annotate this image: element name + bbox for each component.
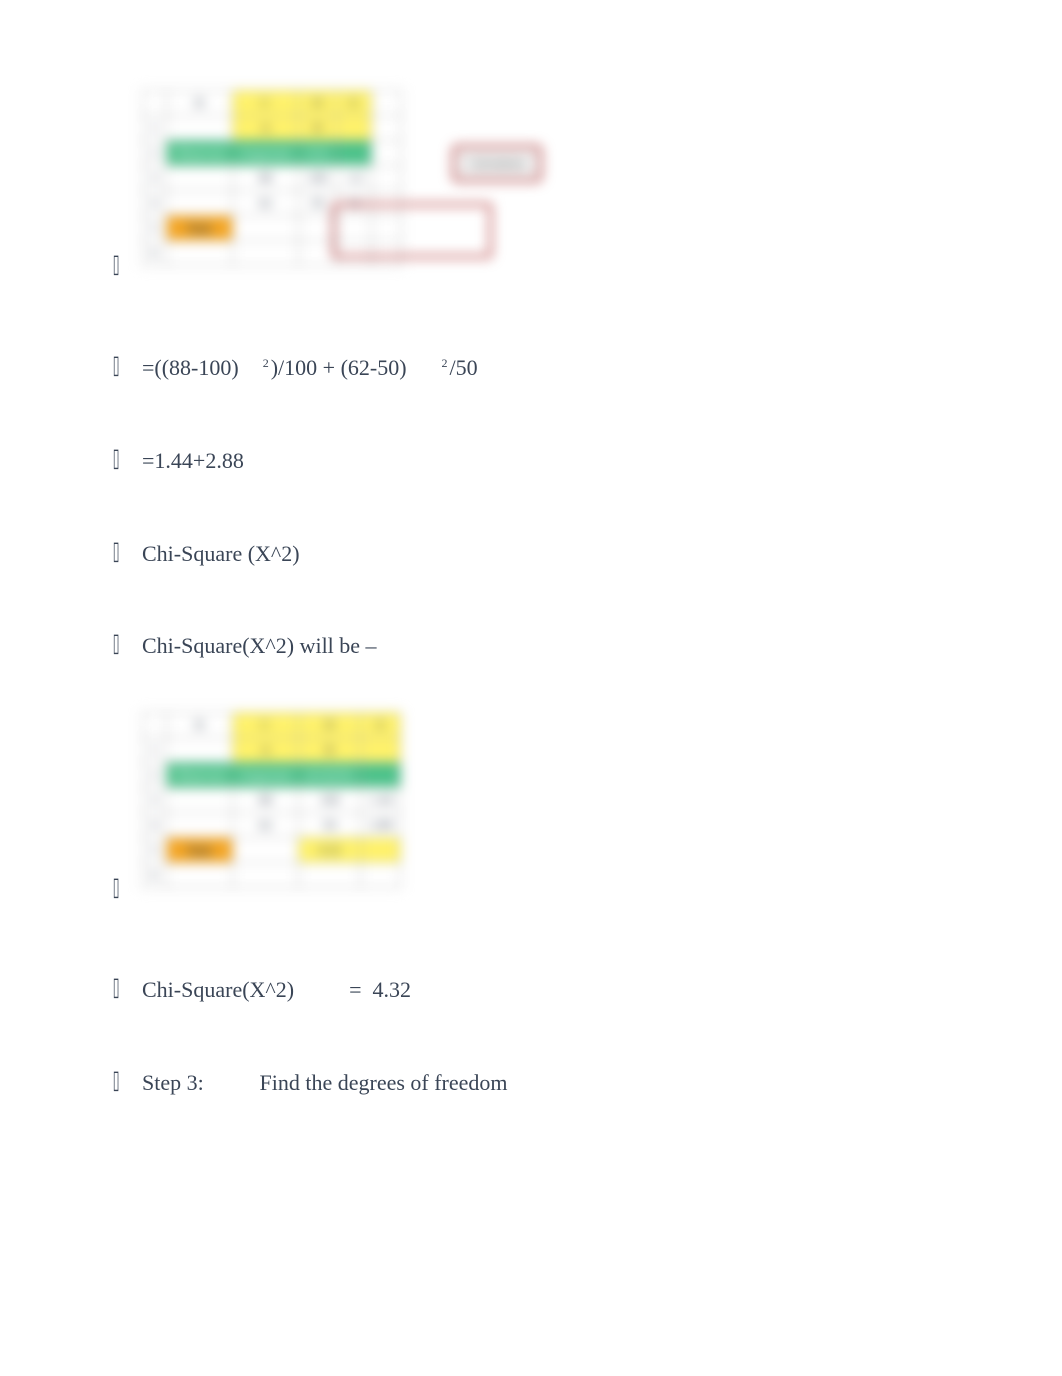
list-item-chisquare-willbe: Chi-Square(X^2) will be – [110,629,1062,662]
header-cell: D [298,91,337,116]
step-label: Step 3: [142,1068,232,1099]
bullet-icon [110,250,124,291]
highlight-box-icon [332,203,492,258]
table-2: B C D E 1 A B 2 Observed Expected [142,712,401,888]
header-cell: D [298,713,361,738]
sum-label: Sum [166,838,233,863]
header-cell: C [233,91,298,116]
cell: 88 [233,788,298,813]
text: = 4.32 [349,977,411,1002]
superscript: 2 [442,356,448,370]
list-item-chisquare-label: Chi-Square (X^2) [110,537,1062,570]
cell: 1.44 [361,788,401,813]
step-text: Step 3: Find the degrees of freedom [142,1066,508,1099]
cell: 2.88 [361,813,401,838]
result-text: Chi-Square(X^2) = 4.32 [142,973,411,1006]
result-cell [361,838,401,863]
chisquare-willbe: Chi-Square(X^2) will be – [142,629,377,662]
bullet-icon [110,873,124,914]
table-row: B C D E [143,91,402,116]
cell [361,763,401,788]
bullet-icon [110,973,124,1002]
cell: 62 [233,813,298,838]
image2-container: B C D E 1 A B 2 Observed Expected [142,712,401,888]
cell: Expected [233,141,298,166]
formula-text: =((88-100) 2)/100 + (62-50) 2/50 [142,351,478,384]
list-item-image2: B C D E 1 A B 2 Observed Expected [110,722,1062,913]
table-row: B C D E [143,713,401,738]
list-item-image1: B C D E 1 A B 2 O [110,100,1062,291]
table-row: 2 Observed Expected O-E [143,141,402,166]
table-row: 5 Sum 4.32 [143,838,401,863]
cell: Observed [166,763,233,788]
image1-container: B C D E 1 A B 2 O [142,90,402,266]
result-cell: 4.32 [298,838,361,863]
cell: O-E [298,141,337,166]
cell: 88 [233,166,298,191]
table-row: 2 Observed Expected (O-E)²/E [143,763,401,788]
header-cell: E [337,91,371,116]
cell: Observed [166,141,233,166]
blurred-table-1: B C D E 1 A B 2 O [142,90,402,266]
table-row: 1 A B [143,116,402,141]
table-row: 4 62 50 2.88 [143,813,401,838]
bullet-icon [110,537,124,566]
list-item-formula1: =((88-100) 2)/100 + (62-50) 2/50 [110,351,1062,384]
bullet-icon [110,444,124,473]
callout-text: Calculation [469,156,524,170]
table-row: 1 A B [143,738,401,763]
cell: (O-E)²/E [298,763,361,788]
list-item-result: Chi-Square(X^2) = 4.32 [110,973,1062,1006]
sum-text: =1.44+2.88 [142,444,244,477]
cell: B [298,116,337,141]
superscript: 2 [263,356,269,370]
text: =((88-100) [142,355,239,380]
bullet-icon [110,629,124,658]
chisquare-label: Chi-Square (X^2) [142,537,300,570]
document-body: B C D E 1 A B 2 O [0,100,1062,1099]
step-rest: Find the degrees of freedom [260,1070,508,1095]
blurred-table-2: B C D E 1 A B 2 Observed Expected [142,712,401,888]
list-item-sum: =1.44+2.88 [110,444,1062,477]
cell: B [298,738,361,763]
cell [361,738,401,763]
list-item-step3: Step 3: Find the degrees of freedom [110,1066,1062,1099]
cell: 50 [298,813,361,838]
cell: A [233,116,298,141]
bullet-icon [110,1066,124,1095]
text: Chi-Square(X^2) [142,977,294,1002]
sum-label: Sum [166,216,233,241]
cell: 100 [298,788,361,813]
cell [337,116,371,141]
header-cell: E [361,713,401,738]
cell [233,216,298,241]
cell: 100 [298,166,337,191]
cell: A [233,738,298,763]
cell [337,141,371,166]
text: )/100 + (62-50) [271,355,407,380]
cell: 62 [233,191,298,216]
table-row: 3 88 100 1.44 [143,788,401,813]
callout-box: Calculation [452,145,541,182]
table-row: 6 [143,863,401,888]
bullet-icon [110,351,124,380]
header-cell: C [233,713,298,738]
table-row: 3 88 100 -12 [143,166,402,191]
cell: Expected [233,763,298,788]
cell: -12 [337,166,371,191]
text: /50 [450,355,478,380]
